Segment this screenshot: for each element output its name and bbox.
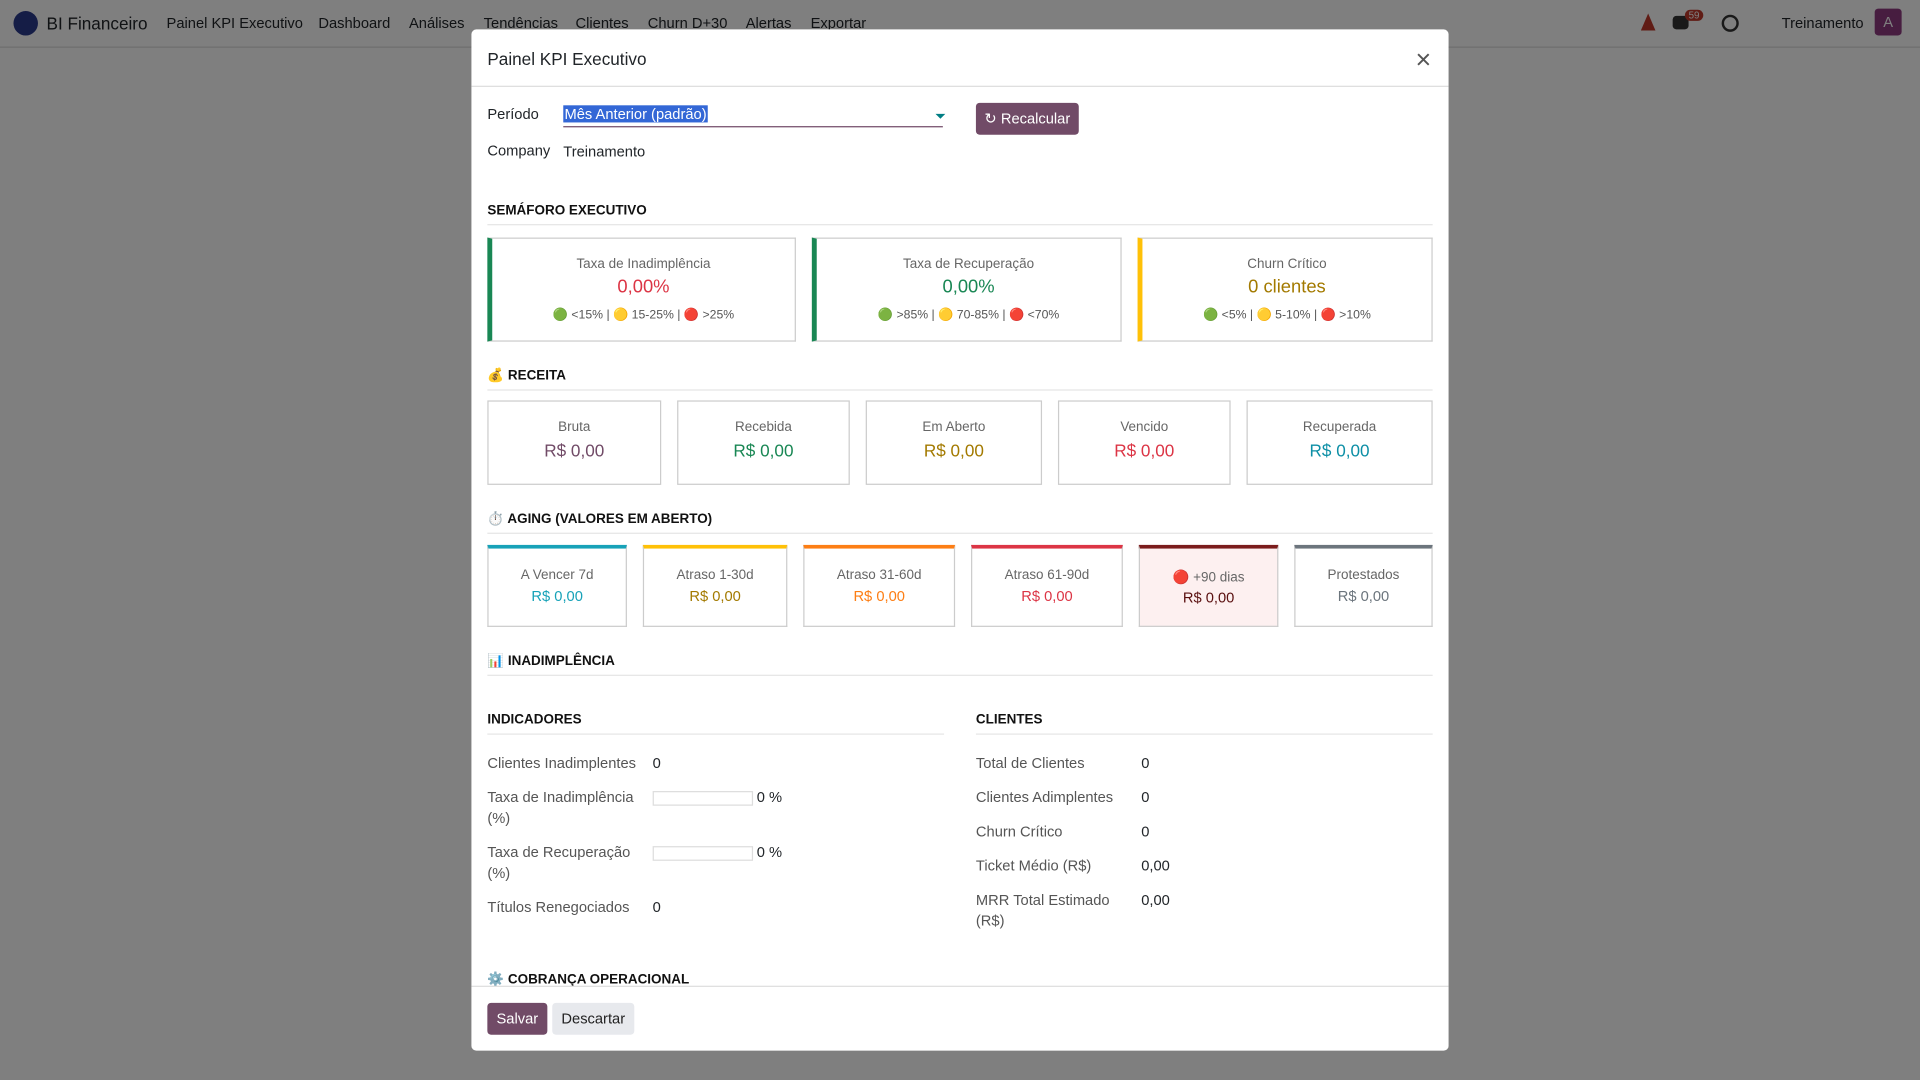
- kpi-legend: 🟢 <5% | 🟡 5-10% | 🔴 >10%: [1203, 308, 1371, 323]
- field-label: MRR Total Estimado (R$): [975, 891, 1110, 930]
- close-button[interactable]: ×: [1415, 44, 1432, 75]
- revenue-card: Em Aberto R$ 0,00: [865, 400, 1043, 485]
- revenue-value: R$ 0,00: [733, 440, 794, 461]
- kpi-legend: 🟢 <15% | 🟡 15-25% | 🔴 >25%: [552, 308, 735, 323]
- section-title: 💰 RECEITA: [487, 367, 1433, 391]
- section-title: ⏱️ AGING (VALORES EM ABERTO): [487, 511, 1433, 534]
- kpi-label: Taxa de Inadimplência: [576, 257, 711, 272]
- field-value: 0,00: [1141, 891, 1170, 909]
- footer-bg: [471, 986, 1449, 1051]
- field-label: Taxa de Recuperação (%): [487, 843, 631, 882]
- select-caret: [935, 113, 946, 124]
- aging-card: Atraso 61-90d R$ 0,00: [971, 544, 1123, 627]
- field-label: Títulos Renegociados: [487, 898, 630, 916]
- revenue-value: R$ 0,00: [1114, 440, 1175, 461]
- revenue-label: Vencido: [1120, 420, 1169, 435]
- aging-label: 🔴 +90 dias: [1172, 570, 1245, 586]
- revenue-label: Recebida: [735, 420, 792, 435]
- section-title: 📊 INADIMPLÊNCIA: [487, 653, 1433, 676]
- kpi-label: Churn Crítico: [1247, 257, 1327, 272]
- aging-label: Protestados: [1327, 568, 1400, 583]
- revenue-value: R$ 0,00: [923, 440, 984, 461]
- section-title: SEMÁFORO EXECUTIVO: [487, 203, 1433, 226]
- field-value: 0 %: [756, 843, 783, 861]
- field-value: 0 %: [756, 788, 783, 806]
- aging-value: R$ 0,00: [1182, 588, 1235, 607]
- field-value: 0: [652, 898, 661, 916]
- footer-divider: [471, 985, 1449, 987]
- period-select[interactable]: [563, 105, 943, 128]
- aging-value: R$ 0,00: [1337, 587, 1390, 605]
- progress-bar: [652, 791, 754, 806]
- section-title: ⚙️ COBRANÇA OPERACIONAL: [487, 972, 690, 987]
- field-value: 0: [652, 754, 661, 772]
- recalc-button[interactable]: ↻ Recalcular: [975, 102, 1079, 135]
- aging-card: Atraso 1-30d R$ 0,00: [642, 544, 788, 627]
- kpi-label: Taxa de Recuperação: [903, 257, 1035, 272]
- field-label: Clientes Inadimplentes: [487, 754, 637, 772]
- kpi-legend: 🟢 >85% | 🟡 70-85% | 🔴 <70%: [877, 308, 1060, 323]
- aging-value: R$ 0,00: [531, 587, 583, 605]
- kpi-card: Churn Crítico 0 clientes 🟢 <5% | 🟡 5-10% |…: [1137, 237, 1433, 342]
- kpi-value: 0,00%: [617, 276, 670, 298]
- aging-label: A Vencer 7d: [520, 568, 594, 583]
- revenue-card: Vencido R$ 0,00: [1057, 400, 1231, 485]
- revenue-value: R$ 0,00: [1309, 440, 1370, 461]
- field-label: Total de Clientes: [975, 754, 1085, 772]
- field-value: Treinamento: [563, 143, 646, 161]
- kpi-value: 0 clientes: [1248, 276, 1326, 298]
- revenue-card: Recebida R$ 0,00: [677, 400, 850, 485]
- aging-label: Atraso 31-60d: [836, 568, 922, 583]
- field-label: Período: [487, 105, 539, 123]
- field-label: Ticket Médio (R$): [975, 857, 1092, 875]
- modal: Painel KPI Executivo × Período Mês Anterior…: [471, 29, 1449, 1051]
- field-value: 0: [1141, 754, 1150, 772]
- aging-label: Atraso 1-30d: [676, 568, 754, 583]
- field-value: 0: [1141, 822, 1150, 841]
- field-label: Churn Crítico: [975, 822, 1063, 841]
- aging-value: R$ 0,00: [853, 587, 905, 605]
- section-title: CLIENTES: [975, 713, 1433, 735]
- header-divider: [471, 85, 1449, 87]
- period-value[interactable]: Mês Anterior (padrão): [563, 105, 708, 123]
- revenue-label: Em Aberto: [922, 420, 986, 435]
- revenue-card: Recuperada R$ 0,00: [1246, 400, 1433, 485]
- field-label: Clientes Adimplentes: [975, 788, 1114, 806]
- aging-value: R$ 0,00: [1021, 587, 1073, 605]
- revenue-label: Recuperada: [1302, 420, 1377, 435]
- field-label: Taxa de Inadimplência (%): [487, 788, 634, 827]
- kpi-card: Taxa de Inadimplência 0,00% 🟢 <15% | 🟡 15-…: [487, 237, 796, 342]
- progress-bar: [652, 846, 754, 861]
- aging-value: R$ 0,00: [689, 587, 741, 605]
- field-label: Company: [487, 142, 551, 160]
- field-value: 0: [1141, 788, 1150, 806]
- aging-card: Protestados R$ 0,00: [1294, 544, 1433, 627]
- aging-card: A Vencer 7d R$ 0,00: [487, 544, 627, 627]
- aging-card: 🔴 +90 dias R$ 0,00: [1138, 544, 1279, 627]
- revenue-card: Bruta R$ 0,00: [487, 400, 662, 485]
- section-title: INDICADORES: [487, 713, 945, 735]
- field-value: 0,00: [1141, 857, 1170, 875]
- revenue-label: Bruta: [558, 420, 591, 435]
- discard-button[interactable]: Descartar: [552, 1002, 635, 1035]
- revenue-value: R$ 0,00: [544, 440, 605, 461]
- save-button[interactable]: Salvar: [487, 1002, 548, 1035]
- kpi-card: Taxa de Recuperação 0,00% 🟢 >85% | 🟡 70-85…: [811, 237, 1122, 342]
- modal-title: Painel KPI Executivo: [487, 48, 647, 69]
- kpi-value: 0,00%: [942, 276, 995, 298]
- aging-label: Atraso 61-90d: [1004, 568, 1090, 583]
- aging-card: Atraso 31-60d R$ 0,00: [803, 544, 956, 627]
